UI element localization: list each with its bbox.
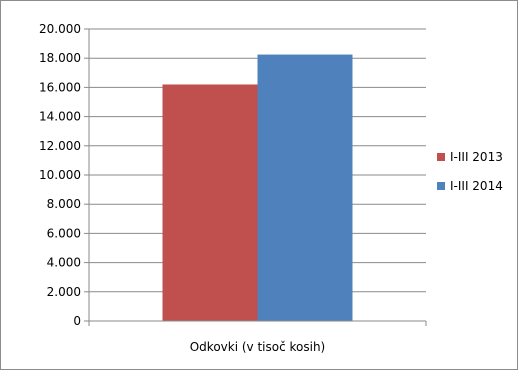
x-category-label: Odkovki (v tisoč kosih) — [190, 340, 326, 354]
y-tick-label: 2.000 — [47, 285, 81, 299]
y-tick-label: 20.000 — [39, 22, 81, 36]
y-tick-label: 10.000 — [39, 168, 81, 182]
y-tick-label: 18.000 — [39, 51, 81, 65]
y-tick-label: 12.000 — [39, 139, 81, 153]
y-tick-label: 0 — [73, 314, 81, 328]
y-tick-label: 14.000 — [39, 110, 81, 124]
y-tick-label: 8.000 — [47, 197, 81, 211]
y-tick-label: 16.000 — [39, 80, 81, 94]
legend-swatch — [437, 182, 445, 190]
bars-layer — [162, 54, 353, 322]
bar-i-iii-2013 — [162, 84, 258, 321]
legend-label: I-III 2014 — [450, 179, 503, 193]
bar-i-iii-2014 — [257, 54, 353, 322]
axis-layer: 0 2.000 4.000 6.000 8.000 10.000 12.000 14.000 1… — [39, 22, 427, 354]
legend-label: I-III 2013 — [450, 150, 503, 164]
legend: I-III 2013 I-III 2014 — [437, 150, 503, 193]
y-tick-label: 6.000 — [47, 226, 81, 240]
y-tick-label: 4.000 — [47, 256, 81, 270]
bar-chart: 0 2.000 4.000 6.000 8.000 10.000 12.000 14.000 1… — [39, 22, 503, 354]
legend-swatch — [437, 153, 445, 161]
